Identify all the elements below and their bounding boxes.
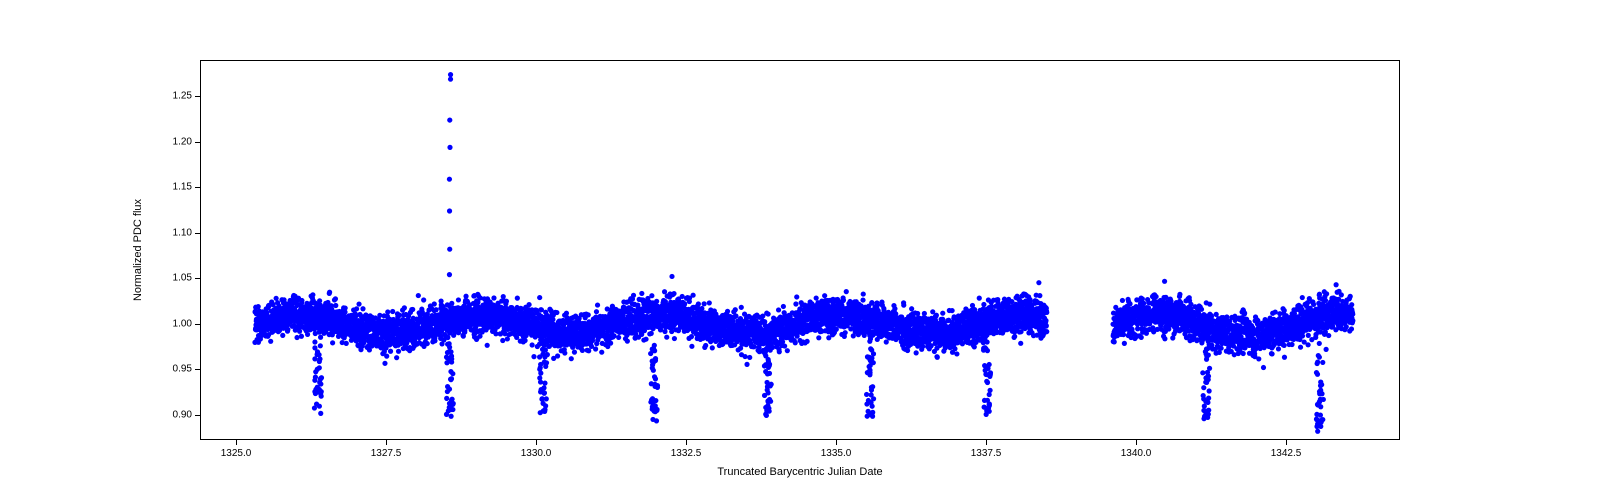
- x-tick: [986, 440, 987, 445]
- x-tick: [686, 440, 687, 445]
- y-tick: [195, 415, 200, 416]
- y-tick-label: 1.10: [160, 227, 192, 238]
- y-tick-label: 1.05: [160, 273, 192, 284]
- x-tick-label: 1327.5: [371, 448, 402, 459]
- x-tick: [1136, 440, 1137, 445]
- y-tick-label: 1.25: [160, 91, 192, 102]
- x-axis-label: Truncated Barycentric Julian Date: [717, 466, 882, 478]
- x-tick: [536, 440, 537, 445]
- y-tick: [195, 233, 200, 234]
- y-tick: [195, 324, 200, 325]
- y-tick-label: 1.15: [160, 182, 192, 193]
- x-tick-label: 1332.5: [671, 448, 702, 459]
- x-tick-label: 1340.0: [1121, 448, 1152, 459]
- x-tick: [836, 440, 837, 445]
- x-tick-label: 1325.0: [221, 448, 252, 459]
- y-tick: [195, 96, 200, 97]
- y-tick: [195, 278, 200, 279]
- y-tick-label: 0.90: [160, 409, 192, 420]
- y-tick-label: 0.95: [160, 364, 192, 375]
- y-tick: [195, 369, 200, 370]
- x-tick-label: 1330.0: [521, 448, 552, 459]
- y-tick: [195, 142, 200, 143]
- plot-area: [200, 60, 1400, 440]
- x-tick: [1286, 440, 1287, 445]
- x-tick-label: 1342.5: [1271, 448, 1302, 459]
- y-axis-label: Normalized PDC flux: [132, 199, 144, 301]
- x-tick: [386, 440, 387, 445]
- x-tick-label: 1337.5: [971, 448, 1002, 459]
- x-tick: [236, 440, 237, 445]
- y-tick-label: 1.20: [160, 136, 192, 147]
- scatter-points: [201, 61, 1401, 441]
- y-tick-label: 1.00: [160, 318, 192, 329]
- x-tick-label: 1335.0: [821, 448, 852, 459]
- chart-container: Truncated Barycentric Julian Date Normal…: [0, 0, 1600, 500]
- y-tick: [195, 187, 200, 188]
